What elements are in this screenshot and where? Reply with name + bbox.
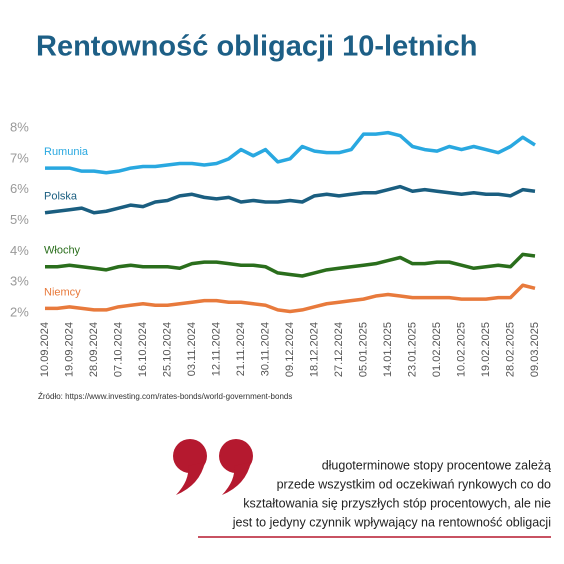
source: Źródło: https://www.investing.com/rates-…: [38, 392, 292, 401]
x-tick-label: 19.09.2024: [63, 322, 75, 377]
x-tick-label: 10.09.2024: [39, 322, 51, 377]
y-tick-label: 3%: [10, 274, 29, 289]
x-tick-label: 25.10.2024: [161, 322, 173, 377]
x-tick-label: 10.02.2025: [455, 322, 467, 377]
x-tick-label: 03.11.2024: [186, 322, 198, 376]
x-tick-label: 09.12.2024: [284, 322, 296, 377]
quote-line: kształtowania się przyszłych stóp procen…: [243, 496, 551, 510]
x-tick-label: 07.10.2024: [112, 322, 124, 377]
quote-line: przede wszystkim od oczekiwań rynkowych …: [277, 477, 551, 491]
y-tick-label: 2%: [10, 304, 29, 319]
x-tick-label: 05.01.2025: [357, 322, 369, 377]
x-tick-label: 28.09.2024: [88, 322, 100, 377]
x-tick-label: 27.12.2024: [333, 322, 345, 377]
y-tick-label: 6%: [10, 181, 29, 196]
x-tick-label: 12.11.2024: [210, 322, 222, 376]
series-label: Niemcy: [44, 286, 81, 298]
series-label: Włochy: [44, 245, 81, 257]
y-tick-label: 8%: [10, 119, 29, 134]
quote-line: jest to jedyny czynnik wpływający na ren…: [232, 515, 551, 529]
x-tick-label: 19.02.2025: [480, 322, 492, 377]
series-label: Rumunia: [44, 146, 89, 158]
y-tick-label: 5%: [10, 212, 29, 227]
x-tick-label: 21.11.2024: [235, 322, 247, 376]
series-line: [45, 252, 536, 278]
x-tick-label: 28.02.2025: [504, 322, 516, 377]
y-tick-label: 7%: [10, 150, 29, 165]
x-tick-label: 14.01.2025: [382, 322, 394, 377]
x-tick-label: 09.03.2025: [529, 322, 541, 377]
quote-mark: [173, 439, 253, 495]
x-tick-label: 18.12.2024: [308, 322, 320, 377]
x-tick-label: 16.10.2024: [137, 322, 149, 377]
y-tick-label: 4%: [10, 243, 29, 258]
series-line: [45, 130, 536, 175]
x-tick-label: 23.01.2025: [406, 322, 418, 377]
series-line: [45, 283, 536, 314]
series-label: Polska: [44, 191, 78, 203]
series-line: [44, 184, 536, 215]
quote-line: długoterminowe stopy procentowe zależą: [322, 458, 551, 472]
chart-title: Rentowność obligacji 10-letnich: [36, 31, 478, 63]
x-tick-label: 30.11.2024: [259, 322, 271, 376]
x-tick-label: 01.02.2025: [431, 322, 443, 377]
